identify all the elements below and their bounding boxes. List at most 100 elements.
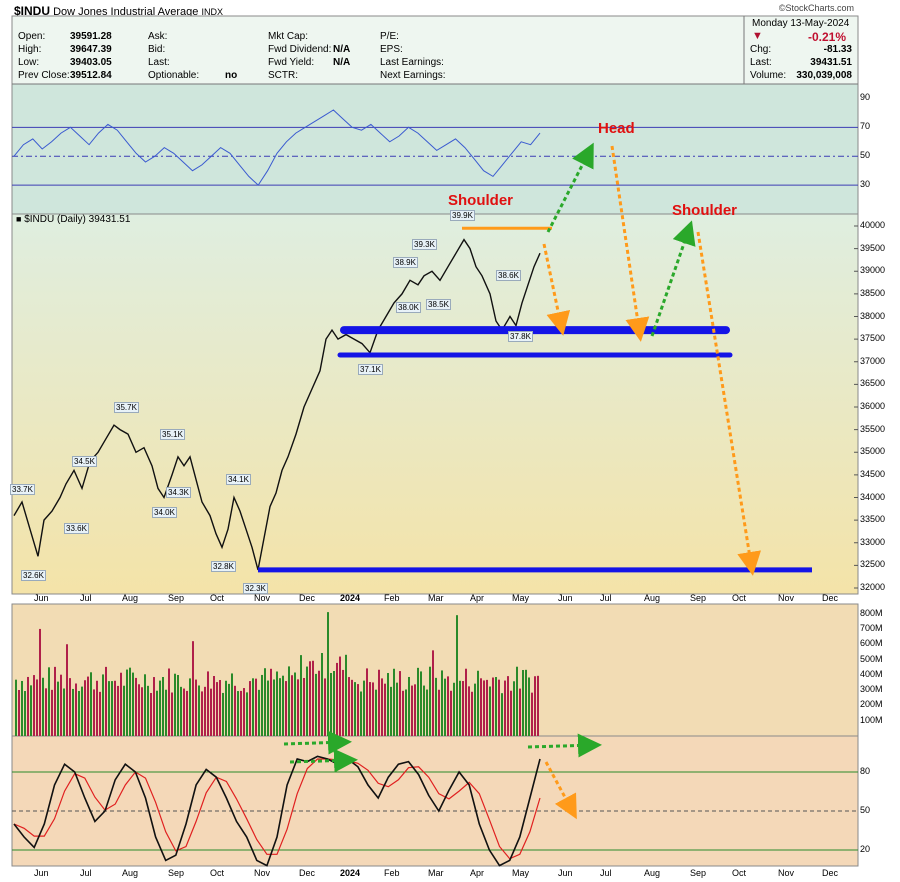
volume-bar (141, 687, 143, 736)
volume-bar (471, 691, 473, 736)
volume-bar (63, 688, 65, 736)
volume-bar (507, 676, 509, 736)
price-point-label: 38.5K (426, 298, 451, 310)
volume-bar (462, 681, 464, 736)
quote-label: Last Earnings: (380, 57, 444, 68)
price-tick-label: 37000 (860, 355, 886, 366)
volume-bar (324, 678, 326, 736)
volume-bar (432, 650, 434, 736)
volume-bar (285, 681, 287, 736)
annotation-head: Head (598, 120, 635, 137)
quote-label: P/E: (380, 31, 399, 42)
volume-bar (537, 675, 539, 736)
volume-bar (279, 678, 281, 736)
price-x-tick-label: Oct (732, 593, 747, 603)
volume-bar (480, 678, 482, 736)
volume-bar (372, 682, 374, 736)
volume-bar (534, 676, 536, 736)
volume-bar (222, 692, 224, 736)
volume-bar (315, 673, 317, 736)
volume-bar (153, 677, 155, 736)
price-tick-label: 38000 (860, 310, 886, 321)
volume-bar (75, 683, 77, 736)
quote-label: Optionable: (148, 70, 200, 81)
rsi-line (13, 109, 541, 186)
volume-tick-label: 500M (860, 653, 883, 664)
volume-bar (33, 675, 35, 736)
stoch-x-tick-label: Jun (558, 868, 573, 878)
volume-bar (351, 679, 353, 736)
volume-bar (393, 668, 395, 736)
volume-bar (249, 681, 251, 736)
quote-label: Last: (750, 57, 772, 68)
volume-bar (168, 668, 170, 736)
volume-bar (183, 688, 185, 736)
quote-value: 39403.05 (70, 57, 112, 68)
volume-bar (276, 671, 278, 736)
price-tick-label: 34500 (860, 468, 886, 479)
price-point-label: 32.8K (211, 560, 236, 572)
volume-tick-label: 300M (860, 684, 883, 695)
volume-bar (240, 690, 242, 736)
price-legend: $INDU (Daily) 39431.51 (24, 214, 131, 225)
volume-bar (375, 689, 377, 736)
price-point-label: 34.1K (226, 473, 251, 485)
volume-bar (123, 685, 125, 736)
volume-bar (84, 680, 86, 736)
volume-bar (114, 680, 116, 736)
volume-bar (318, 670, 320, 736)
price-panel (11, 213, 859, 595)
stoch-x-tick-label: Dec (299, 868, 316, 878)
volume-bar (48, 667, 50, 736)
stoch-arrow-green-3 (527, 733, 602, 758)
stoch-arrow-green-2 (289, 748, 358, 773)
volume-bar (483, 680, 485, 736)
price-point-label: 34.3K (166, 486, 191, 498)
volume-bar (255, 678, 257, 736)
volume-bar (27, 676, 29, 736)
price-x-tick-label: Dec (299, 593, 316, 603)
quote-label: Low: (18, 57, 40, 68)
volume-bar (414, 684, 416, 736)
volume-bar (159, 680, 161, 736)
volume-bar (306, 666, 308, 736)
volume-bar (456, 615, 458, 736)
volume-bar (402, 690, 404, 736)
price-tick-label: 35000 (860, 446, 886, 457)
price-x-tick-label: Dec (822, 593, 839, 603)
volume-bar (51, 689, 53, 736)
volume-bar (102, 674, 104, 736)
price-x-tick-label: Jun (558, 593, 573, 603)
volume-bar (405, 689, 407, 736)
volume-bar (57, 681, 59, 736)
volume-bar (291, 675, 293, 736)
volume-bar (243, 688, 245, 736)
volume-bar (459, 680, 461, 736)
volume-bar (303, 677, 305, 736)
stoch-x-tick-label: Aug (122, 868, 139, 878)
volume-bar (192, 641, 194, 736)
volume-bar (201, 691, 203, 736)
stoch-x-tick-label: Dec (822, 868, 839, 878)
volume-bar (441, 670, 443, 736)
quote-label: Open: (18, 31, 46, 42)
volume-tick-label: 200M (860, 699, 883, 710)
quote-label: Next Earnings: (380, 70, 446, 81)
ticker-name: Dow Jones Industrial Average (53, 6, 199, 18)
volume-bars (15, 612, 539, 736)
ticker-symbol[interactable]: $INDU (14, 4, 51, 18)
volume-bar (468, 686, 470, 736)
quote-date: Monday 13-May-2024 (752, 18, 850, 29)
stoch-x-tick-label: Feb (384, 868, 400, 878)
volume-bar (510, 690, 512, 736)
exchange: INDX (201, 7, 223, 17)
volume-bar (528, 677, 530, 736)
volume-bar (333, 671, 335, 736)
stoch-k-line (13, 755, 541, 867)
quote-label: Ask: (148, 31, 168, 42)
price-tick-label: 32500 (860, 559, 886, 570)
volume-bar (267, 680, 269, 736)
stoch-tick-label: 20 (860, 844, 871, 854)
quote-value: 39431.51 (810, 57, 852, 68)
volume-bar (447, 676, 449, 736)
